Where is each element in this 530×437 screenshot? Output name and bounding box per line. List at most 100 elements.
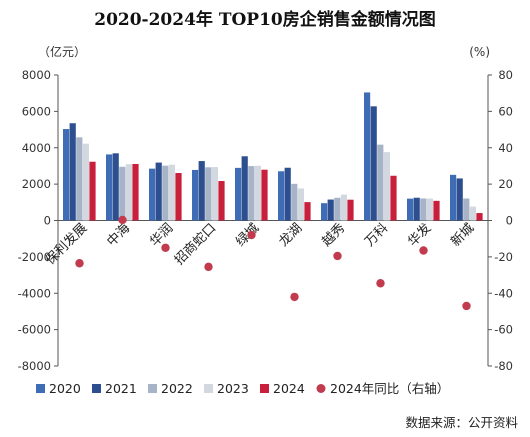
- category-label: 万科: [362, 221, 391, 250]
- bar-2022-7: [377, 144, 384, 221]
- legend-label: 2021: [105, 381, 137, 396]
- bar-2023-6: [340, 194, 347, 221]
- yoy-point-4: [247, 230, 256, 240]
- left-tick-label: 0: [44, 214, 51, 228]
- bar-2024-1: [132, 163, 139, 221]
- left-tick-label: 6000: [22, 104, 51, 118]
- bar-2020-0: [63, 129, 70, 221]
- bars-layer: [63, 92, 483, 221]
- bar-2024-8: [433, 200, 440, 221]
- bar-2021-5: [284, 167, 291, 221]
- bar-2021-6: [327, 199, 334, 221]
- right-tick-label: -20: [494, 250, 513, 264]
- bar-2022-2: [162, 165, 169, 221]
- bar-2024-4: [261, 169, 268, 221]
- bar-2021-0: [69, 123, 76, 221]
- bar-2024-9: [476, 213, 483, 221]
- bar-2022-4: [248, 166, 255, 221]
- legend-label: 2020: [49, 381, 81, 396]
- category-label: 招商蛇口: [172, 221, 219, 268]
- bar-2020-1: [106, 154, 113, 221]
- bar-2023-5: [297, 188, 304, 221]
- bar-2022-6: [334, 197, 341, 221]
- yoy-point-2: [161, 243, 170, 252]
- legend-swatch-2023: [204, 384, 213, 393]
- left-tick-label: -6000: [18, 323, 51, 337]
- legend-label: 2024: [273, 381, 305, 396]
- right-axis-unit: (%): [469, 45, 490, 59]
- bar-2024-5: [304, 202, 311, 221]
- bar-2023-3: [211, 167, 218, 221]
- bar-2020-6: [321, 203, 328, 221]
- legend: 2020 2021 2022 2023 2024 2024年同比（右轴）: [36, 381, 449, 396]
- yoy-point-5: [290, 292, 299, 302]
- yoy-point-1: [118, 215, 127, 225]
- left-tick-label: -4000: [18, 286, 51, 300]
- bar-2021-4: [241, 156, 248, 221]
- left-tick-label: 2000: [22, 177, 51, 191]
- right-tick-label: -80: [494, 359, 513, 373]
- bar-2022-0: [76, 137, 83, 221]
- left-tick-label: -8000: [18, 359, 51, 373]
- bar-2021-8: [413, 197, 420, 221]
- legend-swatch-2024: [260, 384, 269, 393]
- bar-2020-2: [149, 168, 156, 221]
- right-tick-label: 80: [498, 68, 513, 82]
- bar-2024-0: [89, 161, 96, 221]
- category-label: 龙湖: [276, 221, 305, 250]
- legend-label: 2024年同比（右轴）: [330, 381, 449, 396]
- bar-2020-8: [407, 198, 414, 221]
- bar-2022-1: [119, 166, 126, 221]
- yoy-point-9: [462, 301, 471, 311]
- category-label: 华润: [147, 221, 176, 250]
- bar-2020-3: [192, 169, 199, 221]
- right-tick-label: -60: [494, 323, 513, 337]
- bar-2024-2: [175, 173, 182, 221]
- bar-2024-3: [218, 181, 225, 221]
- bar-2022-5: [291, 183, 298, 221]
- legend-swatch-2021: [92, 384, 101, 393]
- left-tick-label: 8000: [22, 68, 51, 82]
- legend-label: 2022: [161, 381, 193, 396]
- right-tick-label: 60: [498, 104, 513, 118]
- right-tick-label: 20: [498, 177, 513, 191]
- axes-layer: -8000 -6000 -4000 -2000 0 2000 4000 6000 8000 -80…: [18, 68, 513, 373]
- right-tick-label: -40: [494, 286, 513, 300]
- bar-2020-4: [235, 167, 242, 221]
- yoy-point-0: [75, 259, 84, 268]
- category-label: 中海: [104, 221, 133, 250]
- left-tick-label: 4000: [22, 141, 51, 155]
- legend-swatch-2020: [36, 384, 45, 393]
- bar-2023-9: [469, 206, 476, 221]
- legend-label: 2023: [217, 381, 249, 396]
- bar-2022-8: [420, 198, 427, 221]
- bar-2023-1: [125, 164, 132, 221]
- bar-2022-9: [463, 198, 470, 221]
- category-label: 越秀: [319, 221, 348, 250]
- bar-2021-1: [112, 153, 119, 221]
- legend-swatch-2022: [148, 384, 157, 393]
- right-tick-label: 40: [498, 141, 513, 155]
- bar-2020-9: [450, 174, 457, 221]
- yoy-point-3: [204, 262, 213, 272]
- bar-2021-7: [370, 106, 377, 221]
- left-tick-label: -2000: [18, 250, 51, 264]
- category-labels-layer: 保利发展中海华润招商蛇口绿城龙湖越秀万科华发新城: [42, 220, 477, 268]
- yoy-point-6: [333, 251, 342, 261]
- bar-2022-3: [205, 167, 212, 221]
- yoy-point-8: [419, 246, 428, 255]
- bar-2023-8: [426, 198, 433, 221]
- bar-2020-5: [278, 171, 285, 221]
- left-axis-unit: （亿元）: [38, 44, 86, 59]
- category-label: 新城: [448, 220, 478, 250]
- right-tick-label: 0: [506, 214, 513, 228]
- bar-2021-9: [456, 178, 463, 221]
- bar-2024-7: [390, 175, 397, 221]
- bar-2023-0: [82, 143, 89, 221]
- bar-2023-2: [168, 164, 175, 221]
- yoy-point-7: [376, 279, 385, 288]
- bar-2023-7: [383, 152, 390, 221]
- category-label: 华发: [405, 220, 435, 250]
- bar-2021-3: [198, 161, 205, 221]
